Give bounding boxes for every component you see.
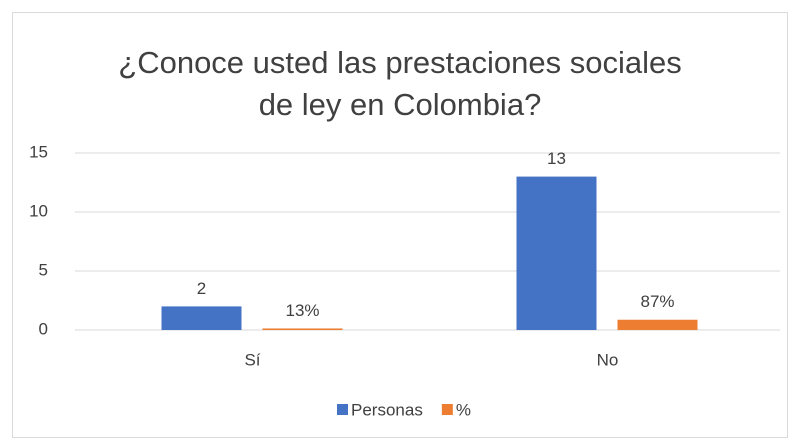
data-label: 87% <box>640 292 674 311</box>
data-label: 2 <box>197 279 206 298</box>
x-tick-label: Sí <box>244 350 260 369</box>
legend-label: % <box>456 400 471 419</box>
data-label: 13 <box>547 149 566 168</box>
y-tick-label: 5 <box>39 260 48 279</box>
chart-title: ¿Conoce usted las prestaciones sociales … <box>118 45 682 122</box>
y-tick-label: 0 <box>39 319 48 338</box>
legend-swatch <box>441 404 453 415</box>
data-label: 13% <box>285 301 319 320</box>
x-tick-label: No <box>597 350 619 369</box>
bar <box>161 306 242 330</box>
chart-border <box>12 12 788 438</box>
bar <box>262 328 343 330</box>
legend-swatch <box>337 404 348 415</box>
y-tick-label: 10 <box>29 201 48 220</box>
y-tick-label: 15 <box>29 142 48 161</box>
bar <box>516 176 597 330</box>
bar <box>617 319 698 330</box>
legend-label: Personas <box>351 400 423 419</box>
